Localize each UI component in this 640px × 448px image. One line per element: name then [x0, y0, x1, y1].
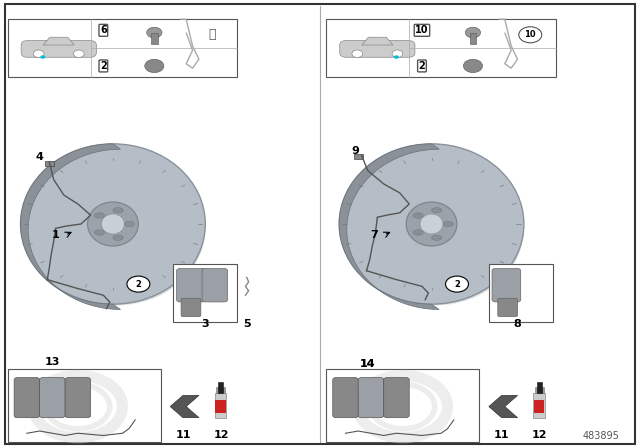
FancyBboxPatch shape: [40, 378, 65, 418]
Bar: [537, 382, 541, 393]
FancyBboxPatch shape: [21, 41, 97, 57]
Text: 8: 8: [514, 319, 522, 329]
Text: 5: 5: [243, 319, 250, 329]
Ellipse shape: [420, 214, 443, 234]
Ellipse shape: [94, 230, 104, 235]
FancyBboxPatch shape: [8, 369, 161, 442]
Text: 7: 7: [371, 230, 378, 240]
FancyBboxPatch shape: [177, 268, 205, 302]
Ellipse shape: [113, 235, 123, 241]
FancyBboxPatch shape: [4, 4, 636, 444]
Bar: [534, 400, 544, 413]
Ellipse shape: [413, 213, 423, 218]
FancyBboxPatch shape: [489, 264, 552, 322]
Ellipse shape: [94, 213, 104, 218]
Polygon shape: [489, 396, 518, 418]
Text: 483895: 483895: [582, 431, 620, 441]
Bar: [216, 387, 225, 393]
Ellipse shape: [28, 151, 205, 306]
FancyBboxPatch shape: [358, 378, 384, 418]
Ellipse shape: [101, 214, 124, 234]
Ellipse shape: [20, 144, 205, 304]
Text: 3: 3: [202, 319, 209, 329]
Text: 6: 6: [100, 26, 107, 35]
Circle shape: [40, 55, 45, 59]
Circle shape: [127, 276, 150, 292]
Polygon shape: [362, 37, 393, 45]
Circle shape: [352, 50, 363, 57]
Circle shape: [519, 27, 541, 43]
Polygon shape: [43, 37, 74, 45]
Text: 10: 10: [415, 26, 429, 35]
FancyBboxPatch shape: [173, 264, 237, 322]
Text: 11: 11: [494, 431, 509, 440]
FancyBboxPatch shape: [333, 378, 358, 418]
Text: 13: 13: [45, 357, 60, 367]
Circle shape: [147, 27, 162, 38]
Ellipse shape: [413, 230, 423, 235]
Ellipse shape: [347, 151, 524, 306]
Ellipse shape: [339, 144, 524, 304]
FancyBboxPatch shape: [498, 298, 518, 317]
FancyBboxPatch shape: [8, 19, 237, 77]
Bar: [215, 393, 227, 418]
Ellipse shape: [339, 144, 524, 304]
FancyBboxPatch shape: [492, 268, 521, 302]
Ellipse shape: [443, 221, 453, 227]
Circle shape: [33, 50, 44, 57]
Bar: [354, 154, 364, 159]
Circle shape: [445, 276, 468, 292]
Text: 2: 2: [100, 61, 107, 71]
Bar: [151, 33, 157, 44]
Text: ⓦ: ⓦ: [208, 28, 216, 41]
Ellipse shape: [24, 148, 205, 305]
Text: 14: 14: [360, 359, 376, 369]
Bar: [535, 387, 543, 393]
Text: 11: 11: [175, 431, 191, 440]
Ellipse shape: [406, 202, 457, 246]
Bar: [216, 400, 226, 413]
Ellipse shape: [20, 144, 205, 304]
Circle shape: [465, 27, 481, 38]
FancyBboxPatch shape: [326, 369, 479, 442]
Circle shape: [463, 59, 483, 73]
Bar: [45, 161, 54, 166]
Ellipse shape: [88, 202, 138, 246]
Ellipse shape: [124, 221, 134, 227]
Bar: [534, 393, 545, 418]
FancyBboxPatch shape: [202, 268, 228, 302]
FancyBboxPatch shape: [181, 298, 201, 317]
Text: 10: 10: [524, 30, 536, 39]
Bar: [470, 33, 476, 44]
Ellipse shape: [343, 148, 524, 305]
Bar: [218, 382, 223, 393]
Ellipse shape: [113, 207, 123, 213]
Polygon shape: [339, 144, 439, 310]
FancyBboxPatch shape: [340, 41, 415, 57]
Text: 2: 2: [419, 61, 426, 71]
Text: 1: 1: [52, 230, 60, 240]
Text: 2: 2: [454, 280, 460, 289]
Polygon shape: [170, 396, 199, 418]
Text: 4: 4: [36, 152, 44, 162]
Circle shape: [394, 55, 399, 59]
Circle shape: [392, 50, 403, 57]
FancyBboxPatch shape: [326, 19, 556, 77]
Text: 2: 2: [136, 280, 141, 289]
Text: 14: 14: [360, 359, 376, 369]
Text: 12: 12: [214, 431, 229, 440]
Circle shape: [74, 50, 84, 57]
Polygon shape: [20, 144, 120, 310]
Ellipse shape: [431, 235, 442, 241]
Circle shape: [145, 59, 164, 73]
FancyBboxPatch shape: [14, 378, 40, 418]
Ellipse shape: [431, 207, 442, 213]
FancyBboxPatch shape: [65, 378, 91, 418]
FancyBboxPatch shape: [384, 378, 409, 418]
Text: 9: 9: [351, 146, 359, 155]
Text: 12: 12: [532, 431, 548, 440]
